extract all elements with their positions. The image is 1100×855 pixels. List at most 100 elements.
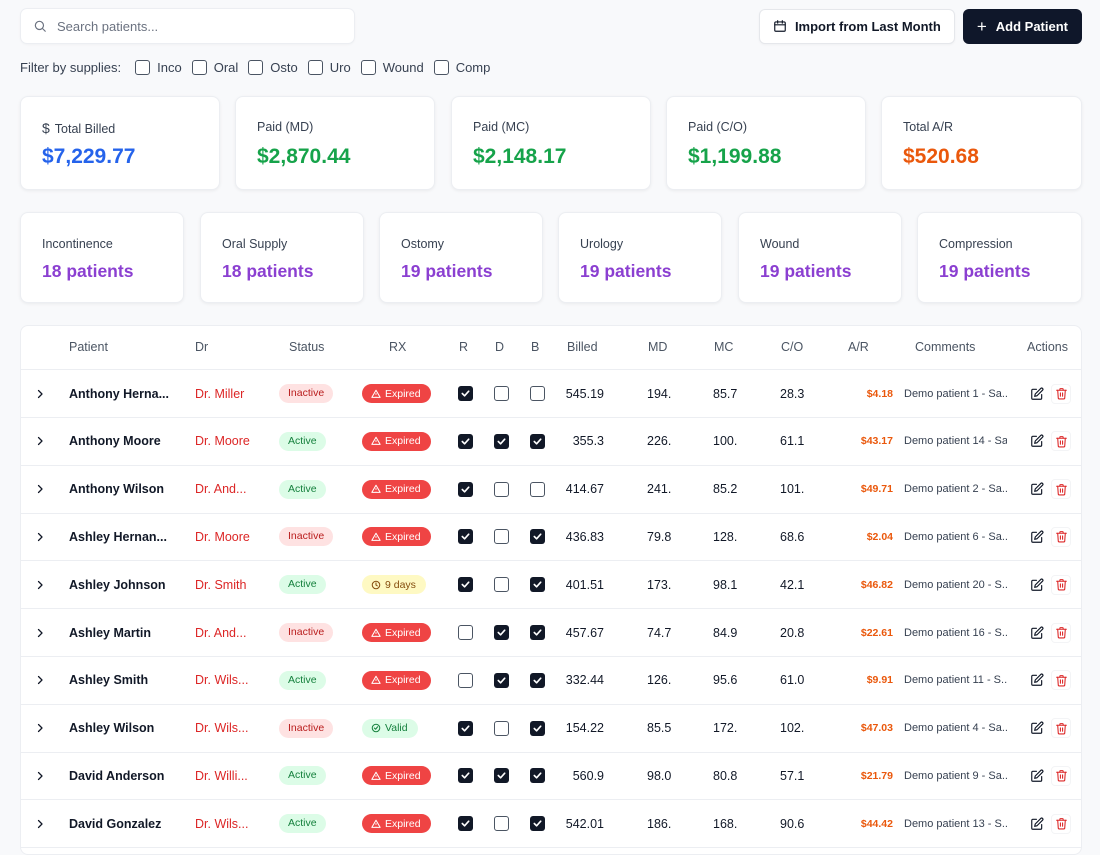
supply-card-urology[interactable]: Urology 19 patients xyxy=(558,212,722,303)
b-checkbox[interactable] xyxy=(530,481,545,497)
b-checkbox-checked[interactable] xyxy=(530,768,545,784)
column-header-patient[interactable]: Patient xyxy=(69,340,108,354)
r-checkbox[interactable] xyxy=(458,672,473,688)
filter-checkbox[interactable] xyxy=(135,59,151,75)
table-row[interactable]: Anthony Moore Dr. Moore Active Expired 355.3… xyxy=(21,418,1081,466)
table-row[interactable]: Ashley Johnson Dr. Smith Active 9 days 401.5… xyxy=(21,561,1081,610)
edit-icon[interactable] xyxy=(1027,431,1047,451)
r-checkbox-checked[interactable] xyxy=(458,816,473,832)
supply-card-wound[interactable]: Wound 19 patients xyxy=(738,212,902,303)
column-header-status[interactable]: Status xyxy=(289,340,325,354)
trash-icon[interactable] xyxy=(1051,813,1071,834)
supply-card-ostomy[interactable]: Ostomy 19 patients xyxy=(379,212,543,303)
add-patient-button[interactable]: + Add Patient xyxy=(962,8,1082,44)
chevron-right-icon[interactable] xyxy=(34,531,46,543)
b-checkbox-checked[interactable] xyxy=(530,433,545,449)
r-checkbox-checked[interactable] xyxy=(458,529,473,545)
filter-option-osto[interactable]: Osto xyxy=(248,59,298,75)
filter-option-inco[interactable]: Inco xyxy=(135,59,182,75)
chevron-right-icon[interactable] xyxy=(34,388,46,400)
import-last-month-button[interactable]: Import from Last Month xyxy=(758,8,955,44)
chevron-right-icon[interactable] xyxy=(34,435,46,447)
edit-icon[interactable] xyxy=(1027,479,1047,499)
trash-icon[interactable] xyxy=(1051,765,1071,786)
table-row[interactable]: Ashley Martin Dr. And... Inactive Expired 45… xyxy=(21,609,1081,657)
column-header-billed[interactable]: Billed xyxy=(567,340,598,354)
b-checkbox-checked[interactable] xyxy=(530,529,545,545)
r-checkbox-checked[interactable] xyxy=(458,720,473,736)
filter-option-comp[interactable]: Comp xyxy=(433,59,490,75)
chevron-right-icon[interactable] xyxy=(34,627,46,639)
column-header-comments[interactable]: Comments xyxy=(915,340,976,354)
table-row[interactable]: Ashley Hernan... Dr. Moore Inactive Expired… xyxy=(21,513,1081,562)
chevron-right-icon[interactable] xyxy=(34,770,46,782)
supply-card-compression[interactable]: Compression 19 patients xyxy=(917,212,1082,303)
r-checkbox-checked[interactable] xyxy=(458,481,473,497)
chevron-right-icon[interactable] xyxy=(34,674,46,686)
filter-checkbox[interactable] xyxy=(360,59,376,75)
chevron-right-icon[interactable] xyxy=(34,579,46,591)
filter-checkbox[interactable] xyxy=(307,59,323,75)
table-row[interactable]: Anthony Wilson Dr. And... Active Expired 414… xyxy=(21,466,1081,514)
table-row[interactable]: Ashley Smith Dr. Wils... Active Expired 332.… xyxy=(21,657,1081,705)
r-checkbox-checked[interactable] xyxy=(458,768,473,784)
column-header-dr[interactable]: Dr xyxy=(195,340,209,354)
d-checkbox-checked[interactable] xyxy=(494,625,509,640)
column-header-co[interactable]: C/O xyxy=(781,340,804,354)
edit-icon[interactable] xyxy=(1027,623,1047,643)
table-row[interactable]: David Anderson Dr. Willi... Active Expired 5… xyxy=(21,752,1081,801)
r-checkbox[interactable] xyxy=(458,625,473,640)
column-header-r[interactable]: R xyxy=(459,340,469,354)
trash-icon[interactable] xyxy=(1051,574,1071,595)
d-checkbox[interactable] xyxy=(494,577,509,593)
edit-icon[interactable] xyxy=(1027,814,1047,834)
filter-option-wound[interactable]: Wound xyxy=(360,59,424,75)
b-checkbox-checked[interactable] xyxy=(530,672,545,688)
d-checkbox[interactable] xyxy=(494,816,509,832)
search-input[interactable] xyxy=(57,18,327,34)
b-checkbox-checked[interactable] xyxy=(530,816,545,832)
supply-card-incontinence[interactable]: Incontinence 18 patients xyxy=(20,212,184,303)
trash-icon[interactable] xyxy=(1051,383,1071,404)
trash-icon[interactable] xyxy=(1051,622,1071,643)
search-box[interactable] xyxy=(20,8,355,44)
edit-icon[interactable] xyxy=(1027,575,1047,595)
d-checkbox[interactable] xyxy=(494,529,509,545)
edit-icon[interactable] xyxy=(1027,670,1047,690)
column-header-ar[interactable]: A/R xyxy=(848,340,869,354)
column-header-rx[interactable]: RX xyxy=(389,340,407,354)
d-checkbox[interactable] xyxy=(494,720,509,736)
b-checkbox-checked[interactable] xyxy=(530,625,545,640)
trash-icon[interactable] xyxy=(1051,718,1071,739)
edit-icon[interactable] xyxy=(1027,384,1047,404)
filter-checkbox[interactable] xyxy=(191,59,207,75)
edit-icon[interactable] xyxy=(1027,766,1047,786)
r-checkbox-checked[interactable] xyxy=(458,577,473,593)
column-header-md[interactable]: MD xyxy=(648,340,668,354)
edit-icon[interactable] xyxy=(1027,718,1047,738)
chevron-right-icon[interactable] xyxy=(34,483,46,495)
chevron-right-icon[interactable] xyxy=(34,722,46,734)
trash-icon[interactable] xyxy=(1051,526,1071,547)
b-checkbox-checked[interactable] xyxy=(530,577,545,593)
table-row[interactable]: Ashley Wilson Dr. Wils... Inactive Valid 154… xyxy=(21,705,1081,753)
d-checkbox-checked[interactable] xyxy=(494,768,509,784)
table-row[interactable]: David Gonzalez Dr. Wils... Active Expired 54… xyxy=(21,800,1081,849)
filter-checkbox[interactable] xyxy=(433,59,449,75)
filter-option-oral[interactable]: Oral xyxy=(191,59,238,75)
filter-checkbox[interactable] xyxy=(248,59,264,75)
r-checkbox-checked[interactable] xyxy=(458,433,473,449)
b-checkbox-checked[interactable] xyxy=(530,720,545,736)
edit-icon[interactable] xyxy=(1027,527,1047,547)
trash-icon[interactable] xyxy=(1051,479,1071,500)
filter-option-uro[interactable]: Uro xyxy=(307,59,351,75)
trash-icon[interactable] xyxy=(1051,431,1071,452)
d-checkbox-checked[interactable] xyxy=(494,433,509,449)
table-row[interactable]: Anthony Herna... Dr. Miller Inactive Expire… xyxy=(21,370,1081,418)
b-checkbox[interactable] xyxy=(530,386,545,401)
d-checkbox-checked[interactable] xyxy=(494,672,509,688)
column-header-d[interactable]: D xyxy=(495,340,505,354)
supply-card-oral[interactable]: Oral Supply 18 patients xyxy=(200,212,364,303)
r-checkbox-checked[interactable] xyxy=(458,386,473,401)
chevron-right-icon[interactable] xyxy=(34,818,46,830)
